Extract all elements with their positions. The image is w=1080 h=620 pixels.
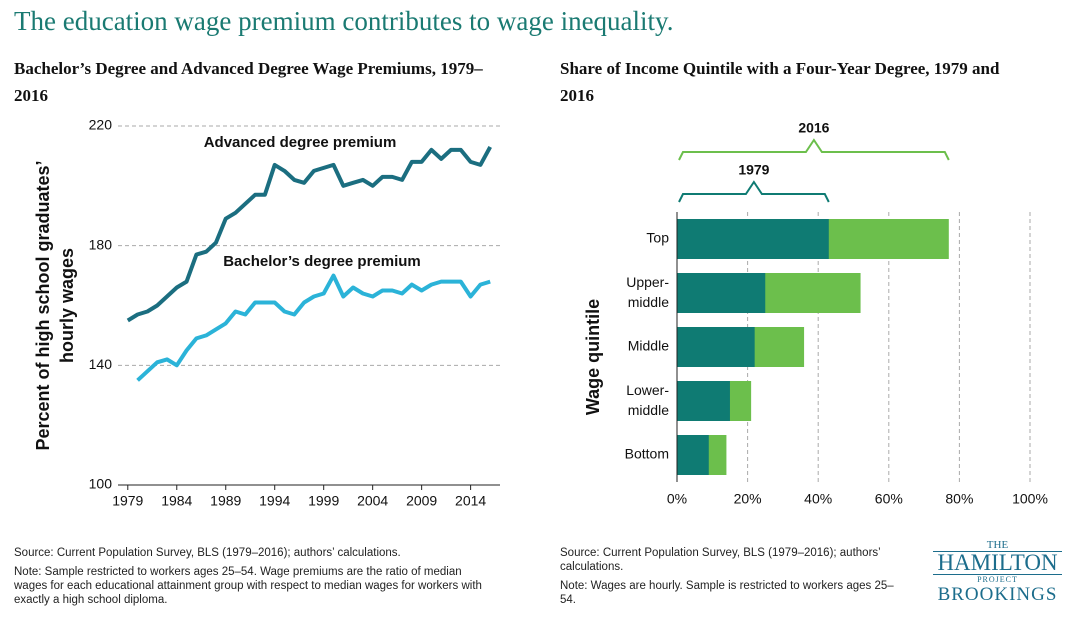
x-tick-label: 0% <box>667 491 687 507</box>
y-tick-label: 100 <box>89 476 113 492</box>
series-label: Bachelor’s degree premium <box>223 253 421 270</box>
notes: Source: Current Population Survey, BLS (… <box>14 546 484 612</box>
x-tick-label: 100% <box>1012 491 1048 507</box>
x-tick-label: 1979 <box>112 493 143 509</box>
source: Source: Current Population Survey, BLS (… <box>560 547 881 573</box>
logo-brookings: BROOKINGS <box>937 584 1058 605</box>
chart-title: Share of Income Quintile with a Four-Yea… <box>560 59 1000 105</box>
bar <box>677 381 730 421</box>
notes: Source: Current Population Survey, BLS (… <box>560 546 905 612</box>
x-tick-label: 1984 <box>161 493 192 509</box>
legend-bracket <box>678 180 830 203</box>
y-tick-label: 140 <box>89 356 113 372</box>
y-tick-label: Bottom <box>625 446 669 462</box>
x-tick-label: 1999 <box>308 493 339 509</box>
y-tick-label: 180 <box>89 236 113 252</box>
y-tick-label: 220 <box>89 117 113 133</box>
series-line <box>136 273 491 382</box>
x-tick-label: 80% <box>945 491 973 507</box>
page-title: The education wage premium contributes t… <box>14 6 674 36</box>
bar <box>677 273 766 313</box>
x-tick-label: 20% <box>734 491 762 507</box>
logo: THE HAMILTON PROJECT BROOKINGS <box>925 540 1070 605</box>
y-tick-label: Middle <box>628 338 669 354</box>
y-tick-label: Top <box>646 230 669 246</box>
note: Note: Wages are hourly. Sample is restri… <box>560 580 894 606</box>
y-axis-label: Percent of high school graduates’ <box>33 160 53 450</box>
series-label: Advanced degree premium <box>204 134 397 151</box>
bar <box>677 219 829 259</box>
x-tick-label: 2009 <box>406 493 437 509</box>
note: Note: Sample restricted to workers ages … <box>14 566 482 606</box>
chart-title: Bachelor’s Degree and Advanced Degree Wa… <box>14 59 483 105</box>
source: Source: Current Population Survey, BLS (… <box>14 547 401 559</box>
logo-hamilton: HAMILTON <box>933 551 1062 575</box>
y-axis-label: hourly wages <box>57 248 77 363</box>
y-tick-label: Upper-middle <box>626 274 669 310</box>
x-tick-label: 40% <box>804 491 832 507</box>
logo-the: THE <box>986 539 1009 551</box>
x-tick-label: 1994 <box>259 493 290 509</box>
x-tick-label: 2014 <box>455 493 486 509</box>
y-axis-label: Wage quintile <box>583 299 603 415</box>
legend-label: 1979 <box>738 162 769 178</box>
x-tick-label: 1989 <box>210 493 241 509</box>
y-tick-label: Lower-middle <box>626 382 669 418</box>
series-line <box>126 145 492 323</box>
x-tick-label: 60% <box>875 491 903 507</box>
bar <box>677 435 709 475</box>
legend-label: 2016 <box>798 120 829 136</box>
x-tick-label: 2004 <box>357 493 388 509</box>
legend-bracket <box>678 138 950 161</box>
logo-project: PROJECT <box>977 575 1018 584</box>
bar <box>677 327 755 367</box>
